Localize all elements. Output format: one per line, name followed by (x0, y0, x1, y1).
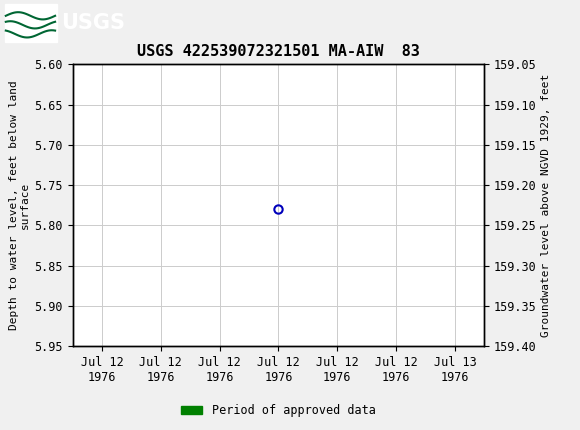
Legend: Period of approved data: Period of approved data (176, 399, 380, 422)
Y-axis label: Depth to water level, feet below land
surface: Depth to water level, feet below land su… (9, 80, 30, 330)
Y-axis label: Groundwater level above NGVD 1929, feet: Groundwater level above NGVD 1929, feet (541, 74, 551, 337)
Text: USGS 422539072321501 MA-AIW  83: USGS 422539072321501 MA-AIW 83 (137, 44, 420, 59)
Text: USGS: USGS (61, 12, 125, 33)
Bar (5, 3, 57, 42)
